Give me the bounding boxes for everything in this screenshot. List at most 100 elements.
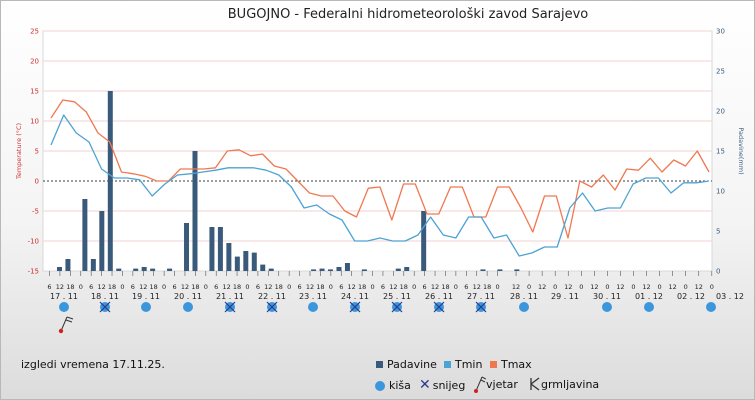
x-tick-label: 0 — [684, 283, 688, 291]
legend-kisa: kiša — [375, 379, 411, 392]
x-date-label: 24 . 11 — [341, 292, 369, 301]
x-tick-label: 6 — [298, 283, 302, 291]
legend-tmin-label: Tmin — [455, 358, 483, 371]
precip-bar — [226, 243, 232, 271]
x-tick-label: 18 — [316, 283, 324, 291]
y-tick-left: 10 — [30, 118, 39, 126]
legend-tmin: Tmin — [444, 358, 482, 371]
precip-bar — [141, 267, 147, 271]
legend-vjetar-label: vjetar — [486, 377, 518, 391]
x-tick-label: 18 — [191, 283, 199, 291]
y-tick-right: 10 — [716, 188, 725, 196]
x-tick-label: 0 — [631, 283, 635, 291]
x-date-label: 22 . 11 — [258, 292, 286, 301]
x-tick-label: 0 — [162, 283, 166, 291]
precip-bar — [56, 267, 62, 271]
x-tick-label: 12 — [222, 283, 230, 291]
precip-bar — [243, 251, 249, 271]
x-tick-label: 12 — [590, 283, 598, 291]
padavine-swatch — [376, 361, 383, 368]
precip-bar — [99, 211, 105, 271]
x-date-label: 25 . 11 — [383, 292, 411, 301]
x-date-label: 28 . 11 — [510, 292, 538, 301]
x-tick-label: 12 — [139, 283, 147, 291]
rain-icon — [308, 302, 318, 312]
x-tick-label: 18 — [483, 283, 491, 291]
precip-bar — [497, 269, 503, 271]
snow-icon — [266, 301, 278, 313]
precip-bar — [167, 268, 173, 271]
x-tick-label: 0 — [527, 283, 531, 291]
legend-vjetar: vjetar — [472, 375, 518, 393]
wind-icon — [60, 316, 68, 332]
x-tick-label: 12 — [473, 283, 481, 291]
legend-grmljavina-label: grmljavina — [541, 377, 600, 391]
legend-padavine-label: Padavine — [387, 358, 437, 371]
rain-icon — [141, 302, 151, 312]
precip-bar — [90, 259, 96, 271]
x-tick-label: 12 — [512, 283, 520, 291]
x-date-label: 23 . 11 — [299, 292, 327, 301]
precip-bar — [150, 268, 156, 271]
x-date-label: 21 . 11 — [216, 292, 244, 301]
x-tick-label: 0 — [658, 283, 662, 291]
x-tick-label: 18 — [108, 283, 116, 291]
y-tick-right: 30 — [716, 28, 725, 36]
x-tick-label: 18 — [66, 283, 74, 291]
rain-icon — [644, 302, 654, 312]
y-tick-right: 15 — [716, 148, 725, 156]
y-axis-label-right: Padavine(mm) — [737, 127, 745, 174]
x-tick-label: 0 — [120, 283, 124, 291]
legend-snijeg-label: snijeg — [432, 379, 466, 392]
precip-bar — [82, 199, 88, 271]
x-date-label: 01 . 12 — [635, 292, 663, 301]
y-tick-left: 15 — [30, 88, 39, 96]
snow-icon — [349, 301, 361, 313]
x-tick-label: 12 — [431, 283, 439, 291]
precip-bar — [65, 259, 71, 271]
tmax-line — [50, 99, 710, 239]
legend-tmax-label: Tmax — [501, 358, 532, 371]
x-date-label: 30 . 11 — [593, 292, 621, 301]
wind-icon — [66, 316, 74, 320]
x-tick-label: 18 — [150, 283, 158, 291]
x-tick-label: 6 — [381, 283, 385, 291]
rain-icon — [375, 380, 385, 391]
x-tick-label: 12 — [56, 283, 64, 291]
x-date-label: 18 . 11 — [91, 292, 119, 301]
precip-bar — [404, 267, 410, 271]
y-tick-left: 25 — [30, 28, 39, 36]
x-tick-label: 12 — [97, 283, 105, 291]
x-tick-label: 0 — [495, 283, 499, 291]
x-tick-label: 6 — [172, 283, 176, 291]
x-tick-label: 6 — [464, 283, 468, 291]
x-tick-label: 12 — [181, 283, 189, 291]
x-tick-label: 0 — [553, 283, 557, 291]
rain-icon — [706, 302, 716, 312]
x-tick-label: 6 — [89, 283, 93, 291]
tmin-swatch — [444, 361, 451, 368]
precip-bar — [421, 211, 427, 271]
precip-bar — [361, 269, 367, 271]
rain-icon — [183, 302, 193, 312]
legend-padavine: Padavine — [376, 358, 437, 371]
wind-icon — [65, 319, 73, 323]
x-tick-label: 18 — [358, 283, 366, 291]
x-tick-label: 0 — [245, 283, 249, 291]
x-tick-label: 12 — [264, 283, 272, 291]
chart-title: BUGOJNO - Federalni hidrometeorološki za… — [228, 7, 589, 22]
x-tick-label: 0 — [329, 283, 333, 291]
forecast-label: izgledi vremena 17.11.25. — [21, 358, 165, 371]
x-tick-label: 0 — [579, 283, 583, 291]
x-date-label: 17 . 11 — [50, 292, 78, 301]
x-date-label: 27 . 11 — [467, 292, 495, 301]
wind-icon — [474, 376, 486, 393]
precip-bar — [217, 227, 223, 271]
precip-bar — [514, 269, 520, 271]
snow-icon — [224, 301, 236, 313]
x-tick-label: 0 — [370, 283, 374, 291]
x-tick-label: 12 — [306, 283, 314, 291]
y-tick-left: -10 — [28, 238, 39, 246]
precip-bar — [192, 151, 198, 271]
